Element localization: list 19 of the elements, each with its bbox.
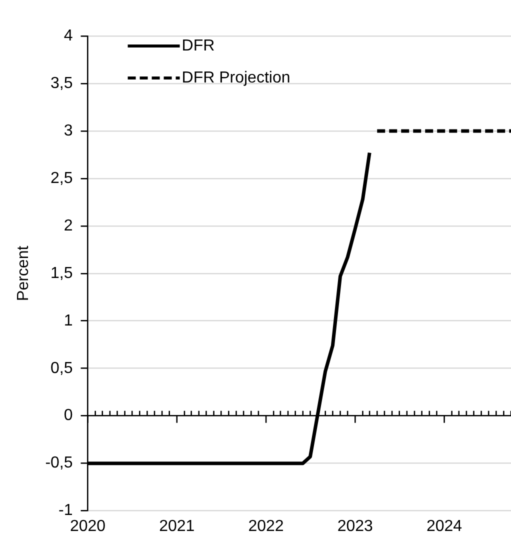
y-tick-label: 1	[64, 312, 73, 330]
y-tick-label: 0	[64, 407, 73, 424]
legend-label: DFR	[182, 37, 215, 54]
y-tick-label: -0,5	[45, 454, 73, 472]
y-tick-label: 4	[64, 27, 73, 44]
y-tick-label: 3,5	[50, 74, 73, 92]
y-tick-label: 2	[64, 217, 73, 234]
x-tick-label: 2021	[159, 518, 195, 535]
legend-label: DFR Projection	[182, 69, 290, 86]
y-axis-title: Percent	[15, 245, 32, 301]
y-tick-label: 3	[64, 122, 73, 140]
x-tick-label: 2023	[337, 518, 374, 535]
x-tick-label: 2020	[70, 518, 106, 535]
y-tick-label: 0,5	[50, 360, 73, 377]
y-tick-label: 1,5	[50, 264, 73, 282]
x-tick-label: 2022	[248, 518, 284, 535]
y-tick-label: -1	[58, 502, 73, 520]
y-tick-label: 2,5	[50, 170, 73, 187]
x-tick-label: 2024	[426, 518, 462, 535]
